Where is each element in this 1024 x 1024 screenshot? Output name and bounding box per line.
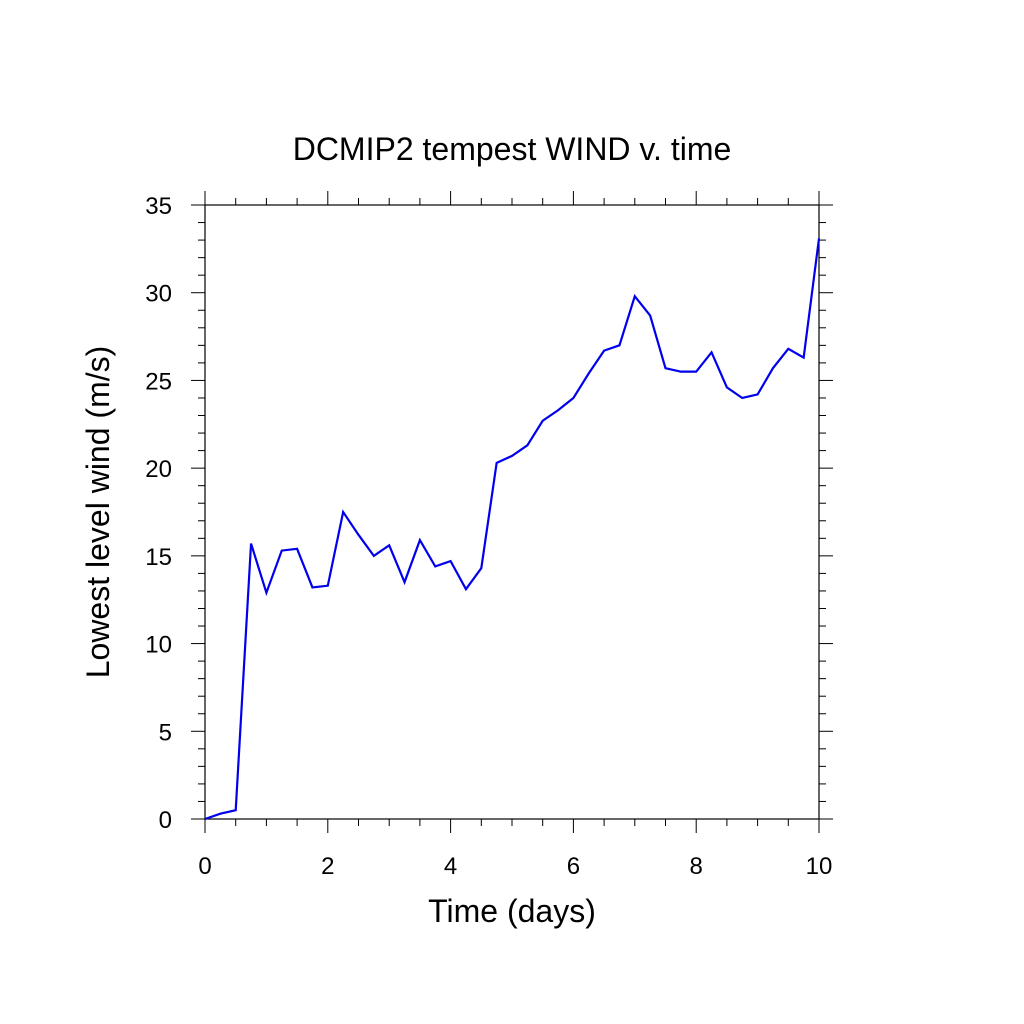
y-tick-labels: 0 5 10 15 20 25 30 35 — [145, 193, 172, 834]
y-tick-label: 0 — [159, 807, 172, 834]
series-line-wind — [204, 238, 821, 821]
x-tick-label: 6 — [567, 853, 580, 880]
x-axis-title: Time (days) — [428, 893, 596, 929]
y-tick-label: 15 — [145, 544, 172, 571]
y-tick-label: 10 — [145, 632, 172, 659]
x-tick-label: 0 — [198, 853, 211, 880]
major-ticks — [191, 191, 833, 833]
chart-title: DCMIP2 tempest WIND v. time — [293, 131, 732, 167]
y-tick-label: 20 — [145, 456, 172, 483]
y-tick-label: 5 — [159, 719, 172, 746]
x-tick-label: 10 — [806, 853, 833, 880]
x-tick-label: 8 — [690, 853, 703, 880]
y-tick-label: 25 — [145, 368, 172, 395]
y-tick-label: 35 — [145, 193, 172, 220]
minor-ticks — [198, 198, 826, 826]
y-tick-label: 30 — [145, 281, 172, 308]
series-points — [203, 236, 821, 821]
y-axis-title: Lowest level wind (m/s) — [80, 346, 116, 679]
plot-frame — [204, 204, 820, 820]
x-tick-labels: 0 2 4 6 8 10 — [198, 853, 832, 880]
x-tick-label: 2 — [321, 853, 334, 880]
x-tick-label: 4 — [444, 853, 457, 880]
